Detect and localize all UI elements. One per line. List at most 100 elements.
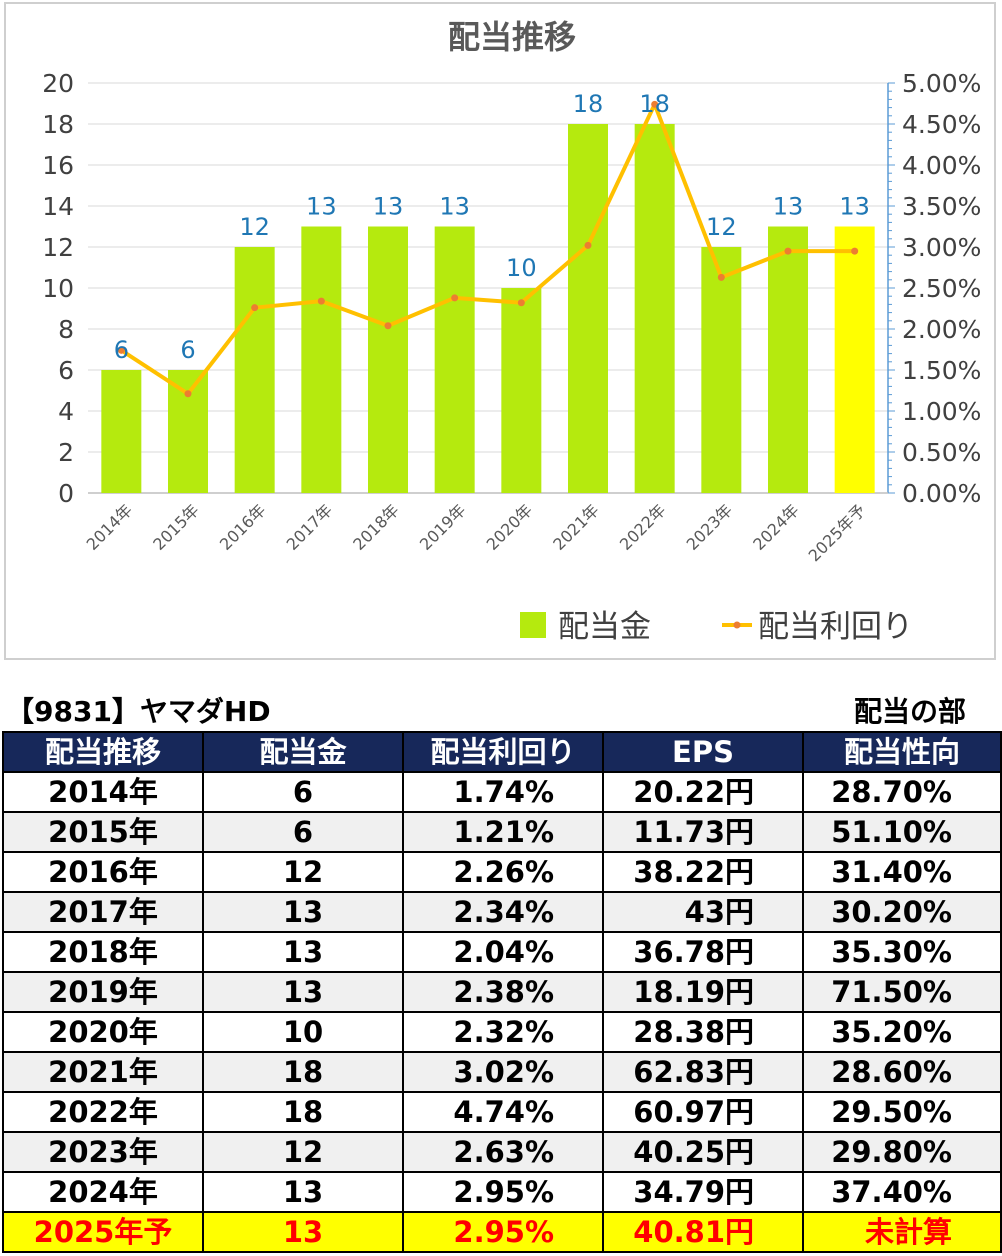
table-cell: 40.25円	[602, 1131, 804, 1173]
table-cell: 2015年	[2, 811, 204, 853]
legend-line-marker	[733, 621, 741, 629]
table-row: 2021年 18 3.02% 62.83円 28.60%	[2, 1051, 1002, 1093]
table-cell: 37.40%	[802, 1171, 1002, 1213]
header-payout-ratio: 配当性向	[802, 731, 1002, 773]
y-left-tick-label: 18	[42, 110, 74, 139]
table-cell: 30.20%	[802, 891, 1002, 933]
table-cell: 2022年	[2, 1091, 204, 1133]
x-tick-label: 2017年	[283, 500, 337, 554]
table-body: 2014年 6 1.74% 20.22円 28.70% 2015年 6 1.21% 11.73円…	[2, 771, 1002, 1253]
table-cell: 6	[202, 811, 404, 853]
table-cell: 51.10%	[802, 811, 1002, 853]
table-cell: 2021年	[2, 1051, 204, 1093]
table-cell: 2.34%	[402, 891, 604, 933]
table-cell: 62.83円	[602, 1051, 804, 1093]
y-right-tick-label: 3.00%	[902, 233, 981, 262]
table-cell: 2020年	[2, 1011, 204, 1053]
header-yield: 配当利回り	[402, 731, 604, 773]
table-cell: 2.63%	[402, 1131, 604, 1173]
table-cell: 28.60%	[802, 1051, 1002, 1093]
table-cell: 6	[202, 771, 404, 813]
table-cell: 2018年	[2, 931, 204, 973]
table-cell: 12	[202, 851, 404, 893]
chart-title: 配当推移	[448, 18, 576, 56]
table-cell: 13	[202, 931, 404, 973]
table-cell: 28.38円	[602, 1011, 804, 1053]
bar	[301, 226, 342, 493]
table-cell: 2.32%	[402, 1011, 604, 1053]
bar-data-label: 12	[706, 213, 737, 241]
table-cell: 13	[202, 971, 404, 1013]
y-right-tick-label: 1.50%	[902, 356, 981, 385]
yield-point	[851, 247, 859, 255]
x-tick-label: 2018年	[349, 500, 403, 554]
x-tick-label: 2015年	[149, 500, 203, 554]
table-cell: 2023年	[2, 1131, 204, 1173]
table-cell: 2019年	[2, 971, 204, 1013]
table-cell: 10	[202, 1011, 404, 1053]
table-cell: 12	[202, 1131, 404, 1173]
table-cell: 60.97円	[602, 1091, 804, 1133]
yield-point	[317, 297, 325, 305]
table-cell: 18.19円	[602, 971, 804, 1013]
table-cell: 28.70%	[802, 771, 1002, 813]
table-cell: 2014年	[2, 771, 204, 813]
yield-point	[384, 322, 392, 330]
yield-point	[651, 100, 659, 108]
header-dividend: 配当金	[202, 731, 404, 773]
bar-data-label: 13	[839, 193, 870, 221]
bar-data-label: 10	[506, 254, 537, 282]
table-caption-section: 配当の部	[853, 695, 966, 728]
y-left-tick-label: 12	[42, 233, 74, 262]
yield-point	[717, 273, 725, 281]
legend-bar-label: 配当金	[558, 609, 651, 645]
table-cell: 18	[202, 1051, 404, 1093]
y-right-tick-label: 5.00%	[902, 69, 981, 98]
y-left-tick-label: 2	[58, 438, 74, 467]
legend-line-label: 配当利回り	[758, 609, 913, 645]
bar-data-label: 18	[573, 90, 604, 118]
table-cell: 11.73円	[602, 811, 804, 853]
table-cell: 71.50%	[802, 971, 1002, 1013]
table-cell: 1.21%	[402, 811, 604, 853]
chart-panel: 配当推移 0 2 4 6 8 10 12 14 16 18 20 0.00% 0.50% 1.00% 1.50…	[4, 2, 996, 660]
table-row: 2020年 10 2.32% 28.38円 35.20%	[2, 1011, 1002, 1053]
y-right-tick-label: 4.50%	[902, 110, 981, 139]
x-tick-label: 2025年予	[805, 500, 870, 565]
bar	[501, 288, 542, 493]
y-left-tick-label: 0	[58, 479, 74, 508]
table-row: 2014年 6 1.74% 20.22円 28.70%	[2, 771, 1002, 813]
y-left-tick-label: 14	[42, 192, 74, 221]
table-row: 2016年 12 2.26% 38.22円 31.40%	[2, 851, 1002, 893]
y-right-tick-label: 2.00%	[902, 315, 981, 344]
yield-point	[517, 299, 525, 307]
table-row: 2017年 13 2.34% 43円 30.20%	[2, 891, 1002, 933]
bar	[834, 226, 875, 493]
y-left-tick-label: 6	[58, 356, 74, 385]
table-cell: 4.74%	[402, 1091, 604, 1133]
y-left-tick-label: 10	[42, 274, 74, 303]
x-tick-label: 2022年	[616, 500, 670, 554]
table-cell: 2024年	[2, 1171, 204, 1213]
table-cell: 2025年予	[2, 1211, 204, 1253]
legend-bar-swatch	[520, 612, 546, 638]
bar	[101, 370, 142, 493]
yield-point	[251, 304, 259, 312]
y-right-tick-label: 0.50%	[902, 438, 981, 467]
bar	[768, 226, 808, 493]
bar-data-label: 13	[439, 193, 470, 221]
dividend-table: 配当推移 配当金 配当利回り EPS 配当性向 2014年 6 1.74% 20.22…	[2, 731, 1002, 1253]
bar-data-label: 18	[639, 90, 670, 118]
bar	[234, 247, 275, 493]
bar-data-label: 13	[773, 193, 804, 221]
y-right-tick-label: 4.00%	[902, 151, 981, 180]
x-tick-label: 2016年	[216, 500, 270, 554]
table-cell: 13	[202, 1171, 404, 1213]
bar-data-label: 6	[180, 336, 195, 364]
table-cell: 29.50%	[802, 1091, 1002, 1133]
bar-data-label: 13	[373, 193, 404, 221]
bar-data-label: 6	[114, 336, 129, 364]
bar-data-label: 13	[306, 193, 337, 221]
x-tick-label: 2020年	[483, 500, 537, 554]
table-cell: 20.22円	[602, 771, 804, 813]
